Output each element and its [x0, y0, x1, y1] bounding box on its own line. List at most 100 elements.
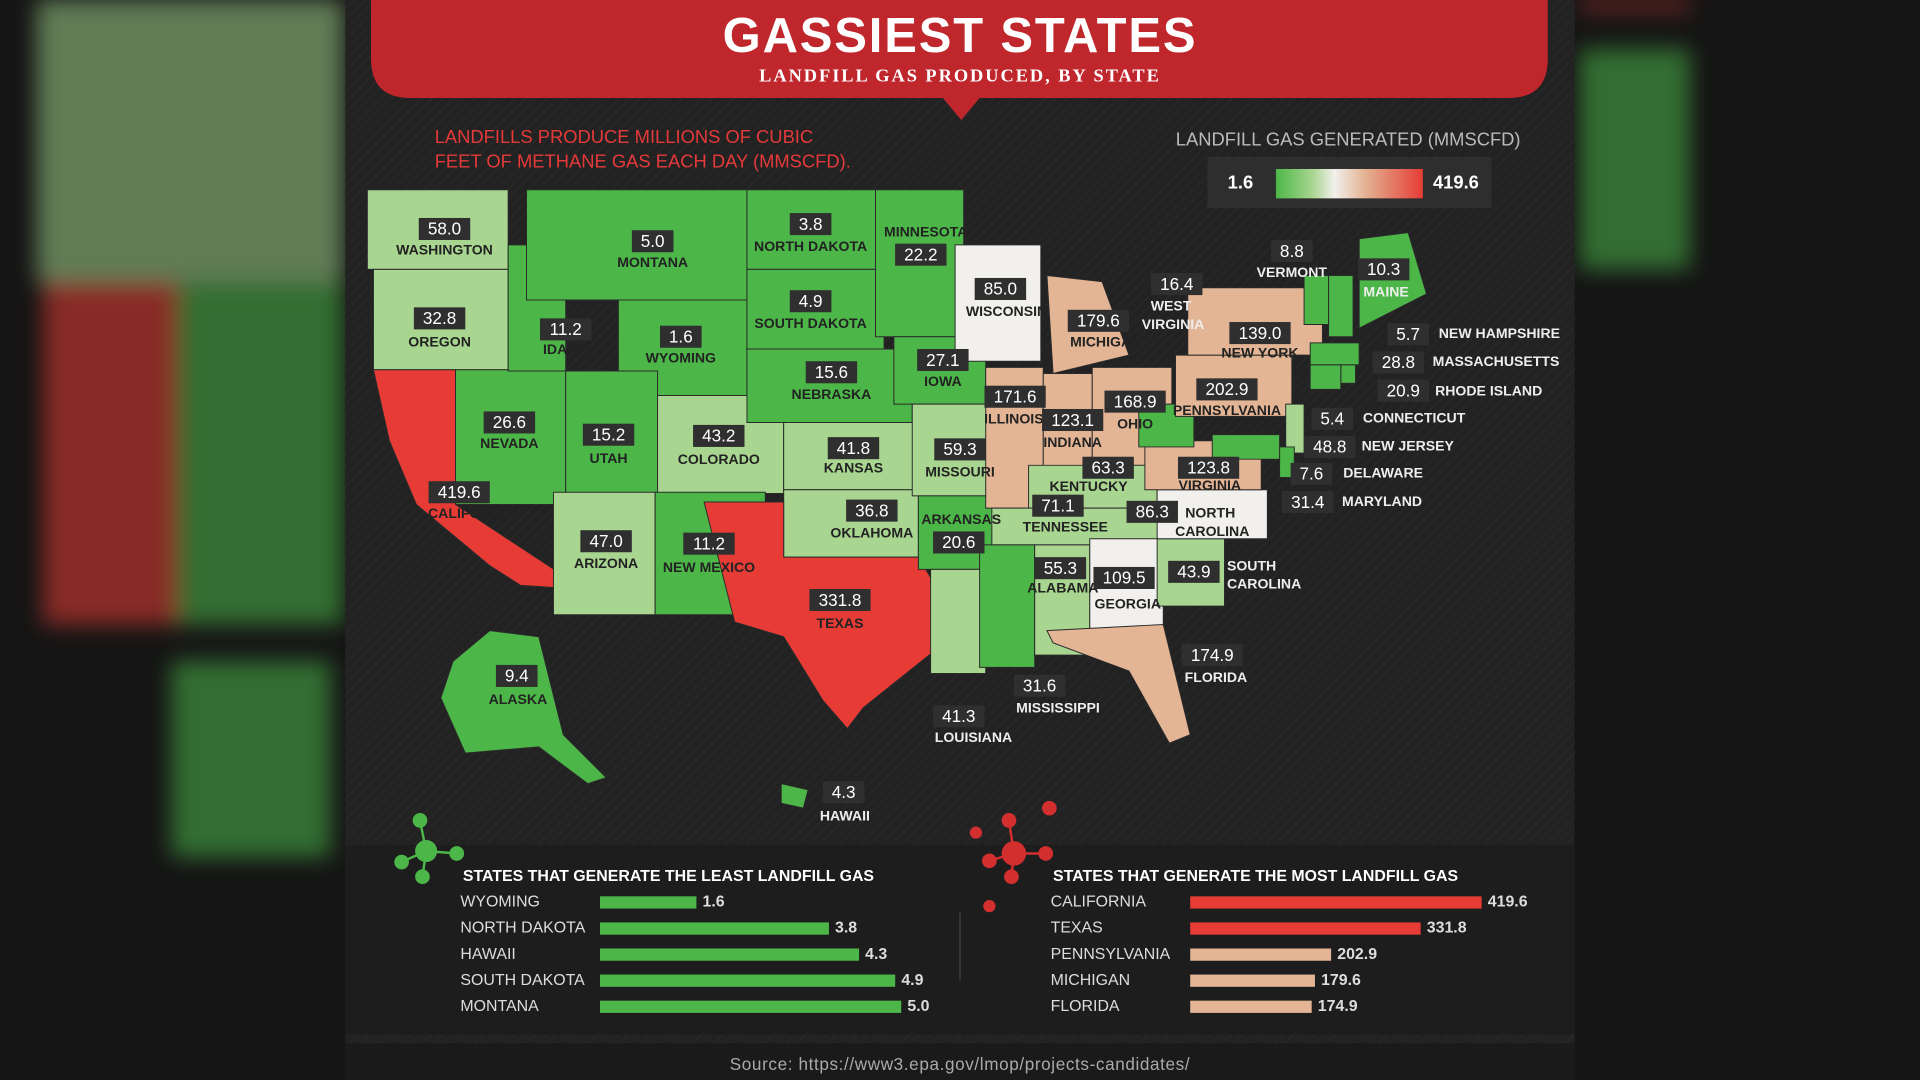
value-box — [1282, 491, 1334, 514]
value-box — [1357, 258, 1410, 281]
state-name: RHODE ISLAND — [1435, 383, 1542, 399]
state-name: TEXAS — [817, 615, 864, 631]
state-name: NEW MEXICO — [663, 559, 755, 575]
bar-charts: STATES THAT GENERATE THE LEAST LANDFILL … — [460, 868, 1527, 1015]
bar-chart-title: STATES THAT GENERATE THE LEAST LANDFILL … — [463, 868, 874, 885]
value-box — [934, 438, 986, 461]
bar-label: MICHIGAN — [1051, 972, 1131, 989]
bar — [1190, 922, 1421, 935]
value-box — [1042, 408, 1104, 432]
state-value: 43.2 — [702, 426, 735, 446]
state-name: ALABAMA — [1027, 580, 1098, 596]
state-name: WISCONSIN — [966, 303, 1047, 319]
state-name: WASHINGTON — [396, 242, 493, 258]
value-box — [1168, 560, 1220, 583]
value-box — [1181, 644, 1243, 667]
value-box — [418, 217, 471, 240]
state-name: NORTH CAROLINA — [1175, 504, 1249, 538]
map-labels: 58.0 WASHINGTON 32.8 OREGON 419.6 CALIFORNIA 2… — [396, 213, 1560, 823]
state-value: 168.9 — [1114, 391, 1157, 411]
state-name: NEW YORK — [1221, 345, 1299, 361]
value-box — [1311, 407, 1354, 430]
state-value: 15.2 — [592, 424, 625, 444]
state-value: 11.2 — [550, 319, 582, 339]
value-box — [1151, 273, 1203, 296]
state — [1309, 342, 1360, 366]
value-box — [1104, 390, 1166, 413]
bar — [600, 974, 896, 987]
state-value: 5.4 — [1320, 409, 1344, 429]
state — [552, 491, 656, 616]
state-value: 59.3 — [943, 439, 976, 459]
state-name: HAWAII — [820, 807, 870, 823]
state-name: LOUISIANA — [935, 729, 1012, 745]
value-box — [483, 411, 536, 434]
state-name: INDIANA — [1043, 434, 1102, 450]
state-name: ARKANSAS — [921, 511, 1001, 527]
value-box — [984, 385, 1046, 408]
state-name: VIRGINIA — [1179, 477, 1242, 493]
state-value: 48.8 — [1313, 437, 1346, 457]
state-name: SOUTH DAKOTA — [754, 315, 866, 331]
state-value: 331.8 — [819, 590, 862, 610]
state-value: 63.3 — [1091, 458, 1124, 478]
value-box — [827, 437, 880, 460]
value-box — [1229, 322, 1291, 345]
state-name: KANSAS — [824, 460, 883, 476]
bar-label: PENNSYLVANIA — [1051, 946, 1171, 963]
molecule-icon — [394, 813, 465, 885]
state-value: 36.8 — [855, 500, 888, 520]
source-bar — [345, 1043, 1575, 1080]
state-name: COLORADO — [678, 451, 760, 467]
state-name: WYOMING — [646, 349, 716, 365]
bar — [1190, 896, 1482, 909]
state — [1285, 403, 1305, 454]
state-value: 10.3 — [1367, 259, 1400, 279]
value-box — [1271, 240, 1313, 263]
bar — [1190, 948, 1332, 961]
state-value: 41.3 — [942, 706, 975, 726]
value-box — [1032, 494, 1084, 517]
state — [1340, 364, 1357, 384]
bar — [1190, 1000, 1312, 1013]
state-name: MARYLAND — [1342, 493, 1422, 509]
state-value: 9.4 — [505, 666, 529, 686]
state — [1328, 275, 1354, 338]
state-value: 179.6 — [1077, 311, 1120, 331]
state-value: 5.0 — [641, 231, 665, 251]
value-box — [933, 705, 985, 728]
subtitle: LANDFILL GAS PRODUCED, BY STATE — [759, 65, 1161, 85]
state-value: 28.8 — [1382, 352, 1415, 372]
state-value: 55.3 — [1044, 558, 1077, 578]
state-value: 71.1 — [1041, 495, 1074, 515]
legend-max: 419.6 — [1433, 172, 1479, 193]
state-name: MICHIGAN — [1070, 334, 1141, 350]
value-box — [683, 532, 735, 555]
state-name: PENNSYLVANIA — [1173, 402, 1281, 418]
molecule-icon — [969, 800, 1057, 913]
bar-label: WYOMING — [460, 894, 540, 911]
state — [1211, 434, 1281, 460]
state-value: 3.8 — [799, 214, 823, 234]
bar-value: 331.8 — [1427, 920, 1467, 937]
state-value: 58.0 — [428, 219, 461, 239]
bar — [1190, 974, 1315, 987]
value-box — [1377, 379, 1429, 402]
value-box — [631, 230, 674, 253]
state-name: OREGON — [408, 334, 471, 350]
state-value: 32.8 — [423, 308, 456, 328]
state-name: KENTUCKY — [1049, 478, 1128, 494]
value-box — [495, 664, 538, 687]
value-box — [809, 588, 871, 612]
bar — [600, 948, 860, 961]
state-name: ILLINOIS — [984, 411, 1043, 427]
bar — [600, 1000, 902, 1013]
state-name: UTAH — [590, 450, 628, 466]
value-box — [1034, 557, 1087, 580]
state-value: 20.6 — [942, 532, 975, 552]
state-name: MONTANA — [617, 254, 688, 270]
state — [1046, 623, 1191, 744]
legend-min: 1.6 — [1228, 172, 1254, 193]
state-value: 1.6 — [669, 326, 693, 346]
